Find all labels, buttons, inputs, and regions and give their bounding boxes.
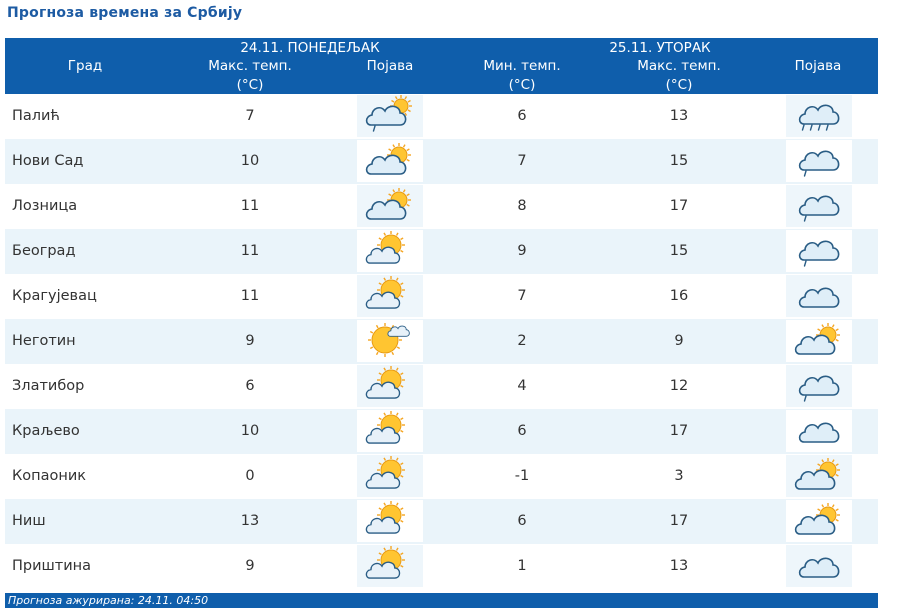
header-city: Град [67,58,103,74]
day2-min-temp: -1 [514,468,530,484]
day2-min-temp: 2 [517,333,527,349]
table-row: Ниш 13 6 17 [5,499,878,544]
day2-max-temp: 17 [669,198,689,214]
header-day2-min-unit: (°C) [508,77,536,93]
day2-min-temp: 4 [517,378,527,394]
city-name: Нови Сад [12,153,84,169]
forecast-table: Град 24.11. ПОНЕДЕЉАК Макс. темп. (°C) П… [5,38,878,589]
header-day2: 25.11. УТОРАК [609,40,711,56]
day2-min-temp: 8 [517,198,527,214]
day2-max-temp: 17 [669,423,689,439]
table-row: Нови Сад 10 7 15 [5,139,878,184]
cloud-drizzle-icon [786,365,852,407]
city-name: Лозница [12,198,78,214]
day2-min-temp: 6 [517,108,527,124]
day1-max-temp: 11 [240,243,260,259]
day2-min-temp: 1 [517,558,527,574]
header-day1: 24.11. ПОНЕДЕЉАК [240,40,380,56]
cloud-sun-icon [357,140,423,182]
table-header: Град 24.11. ПОНЕДЕЉАК Макс. темп. (°C) П… [5,38,878,94]
sun-small-cloud-icon [357,320,423,362]
city-name: Крагујевац [12,288,97,304]
day1-max-temp: 9 [245,333,255,349]
city-name: Краљево [12,423,80,439]
day2-max-temp: 17 [669,513,689,529]
cloud-icon [786,275,852,317]
table-row: Палић 7 6 13 [5,94,878,139]
sun-cloud-icon [357,230,423,272]
day2-min-temp: 7 [517,288,527,304]
day1-max-temp: 10 [240,153,260,169]
table-row: Приштина 9 1 13 [5,544,878,589]
day1-max-temp: 9 [245,558,255,574]
day1-max-temp: 0 [245,468,255,484]
city-name: Неготин [12,333,76,349]
city-name: Приштина [12,558,92,574]
day2-max-temp: 12 [669,378,689,394]
city-name: Копаоник [12,468,87,484]
cloud-sun-icon [786,500,852,542]
day2-min-temp: 7 [517,153,527,169]
day2-min-temp: 6 [517,423,527,439]
update-footer: Прогноза ажурирана: 24.11. 04:50 [5,593,878,608]
day2-min-temp: 9 [517,243,527,259]
header-day1-phenomenon: Појава [366,58,414,74]
day1-max-temp: 11 [240,288,260,304]
cloud-drizzle-icon [786,185,852,227]
cloud-icon [786,410,852,452]
table-row: Београд 11 9 15 [5,229,878,274]
table-row: Златибор 6 4 12 [5,364,878,409]
cloud-icon [786,545,852,587]
table-row: Неготин 9 2 9 [5,319,878,364]
cloud-sun-icon [786,455,852,497]
day2-max-temp: 13 [669,108,689,124]
header-day2-max-unit: (°C) [665,77,693,93]
cloud-drizzle-icon [786,230,852,272]
header-day2-phenomenon: Појава [794,58,842,74]
day2-min-temp: 6 [517,513,527,529]
sun-cloud-icon [357,545,423,587]
header-day2-min: Мин. темп. [483,58,561,74]
table-row: Крагујевац 11 7 16 [5,274,878,319]
header-day2-max: Макс. темп. [637,58,721,74]
day2-max-temp: 3 [674,468,684,484]
page-title: Прогноза времена за Србију [7,5,243,21]
table-row: Лозница 11 8 17 [5,184,878,229]
cloud-rain-icon [786,95,852,137]
header-day1-max-unit: (°C) [236,77,264,93]
city-name: Палић [12,108,60,124]
sun-cloud-icon [357,410,423,452]
cloud-sun-rain-icon [357,95,423,137]
day1-max-temp: 10 [240,423,260,439]
cloud-sun-icon [357,185,423,227]
sun-cloud-icon [357,500,423,542]
day1-max-temp: 7 [245,108,255,124]
sun-cloud-icon [357,275,423,317]
cloud-drizzle-icon [786,140,852,182]
header-day1-max: Макс. темп. [208,58,292,74]
city-name: Београд [12,243,76,259]
city-name: Златибор [12,378,85,394]
day2-max-temp: 16 [669,288,689,304]
day1-max-temp: 6 [245,378,255,394]
table-row: Копаоник 0 -1 3 [5,454,878,499]
day2-max-temp: 13 [669,558,689,574]
day1-max-temp: 13 [240,513,260,529]
day1-max-temp: 11 [240,198,260,214]
sun-cloud-icon [357,365,423,407]
city-name: Ниш [12,513,46,529]
day2-max-temp: 15 [669,153,689,169]
cloud-sun-icon [786,320,852,362]
sun-cloud-icon [357,455,423,497]
day2-max-temp: 15 [669,243,689,259]
update-note: Прогноза ажурирана: 24.11. 04:50 [8,594,209,607]
day2-max-temp: 9 [674,333,684,349]
table-body: Палић 7 6 13 Нови Сад 10 7 15 Лозница 11… [5,94,878,589]
table-row: Краљево 10 6 17 [5,409,878,454]
